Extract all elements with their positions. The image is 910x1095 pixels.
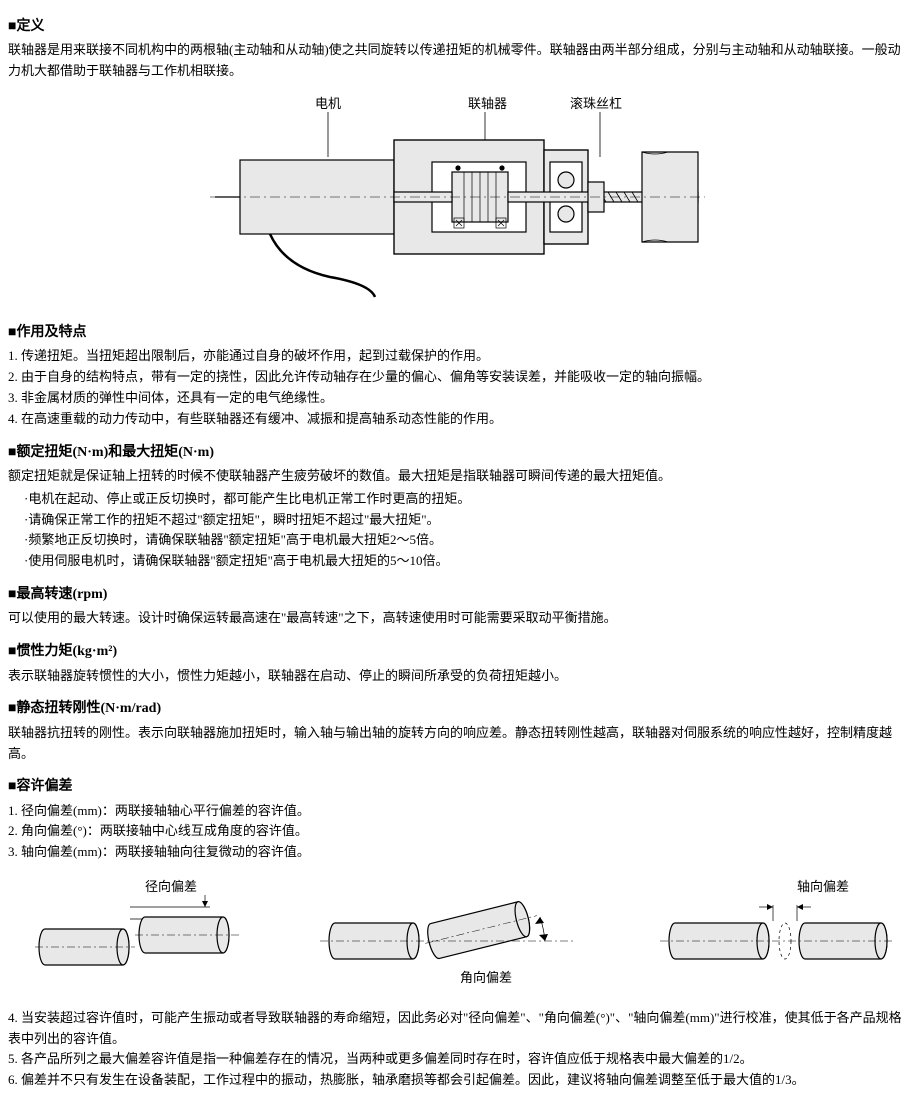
label-radial: 径向偏差 xyxy=(145,879,197,894)
features-item-2: 2. 由于自身的结构特点，带有一定的挠性，因此允许传动轴存在少量的偏心、偏角等安… xyxy=(8,367,902,388)
features-item-3: 3. 非金属材质的弹性中间体，还具有一定的电气绝缘性。 xyxy=(8,388,902,409)
label-angular: 角向偏差 xyxy=(460,970,512,985)
rigidity-text: 联轴器抗扭转的刚性。表示向联轴器施加扭矩时，输入轴与输出轴的旋转方向的响应差。静… xyxy=(8,723,902,765)
label-motor: 电机 xyxy=(315,96,341,111)
features-item-1: 1. 传递扭矩。当扭矩超出限制后，亦能通过自身的破坏作用，起到过载保护的作用。 xyxy=(8,346,902,367)
label-ballscrew: 滚珠丝杠 xyxy=(570,96,622,111)
section-header-features: 作用及特点 xyxy=(8,322,902,344)
label-axial: 轴向偏差 xyxy=(797,879,849,894)
deviation-item-2: 2. 角向偏差(°)：两联接轴中心线互成角度的容许值。 xyxy=(8,821,902,842)
section-header-speed: 最高转速(rpm) xyxy=(8,584,902,606)
section-header-torque: 额定扭矩(N·m)和最大扭矩(N·m) xyxy=(8,442,902,464)
section-header-deviation: 容许偏差 xyxy=(8,776,902,798)
section-header-inertia: 惯性力矩(kg·m²) xyxy=(8,641,902,663)
deviation-item-1: 1. 径向偏差(mm)：两联接轴轴心平行偏差的容许值。 xyxy=(8,801,902,822)
torque-bullet-1: ·电机在起动、停止或正反切换时，都可能产生比电机正常工作时更高的扭矩。 xyxy=(24,489,902,510)
deviation-note-5: 5. 各产品所列之最大偏差容许值是指一种偏差存在的情况，当两种或更多偏差同时存在… xyxy=(8,1049,902,1070)
features-item-4: 4. 在高速重载的动力传动中，有些联轴器还有缓冲、减振和提高轴系动态性能的作用。 xyxy=(8,409,902,430)
section-header-definition: 定义 xyxy=(8,16,902,38)
torque-bullet-4: ·使用伺服电机时，请确保联轴器"额定扭矩"高于电机最大扭矩的5～10倍。 xyxy=(24,551,902,572)
deviation-item-3: 3. 轴向偏差(mm)：两联接轴轴向往复微动的容许值。 xyxy=(8,842,902,863)
speed-text: 可以使用的最大转速。设计时确保运转最高速在"最高转速"之下，高转速使用时可能需要… xyxy=(8,608,902,629)
torque-bullet-2: ·请确保正常工作的扭矩不超过"额定扭矩"，瞬时扭矩不超过"最大扭矩"。 xyxy=(24,510,902,531)
torque-bullet-3: ·频繁地正反切换时，请确保联轴器"额定扭矩"高于电机最大扭矩2～5倍。 xyxy=(24,530,902,551)
inertia-text: 表示联轴器旋转惯性的大小，惯性力矩越小，联轴器在启动、停止的瞬间所承受的负荷扭矩… xyxy=(8,666,902,687)
section-header-rigidity: 静态扭转刚性(N·m/rad) xyxy=(8,698,902,720)
definition-text: 联轴器是用来联接不同机构中的两根轴(主动轴和从动轴)使之共同旋转以传递扭矩的机械… xyxy=(8,40,902,82)
coupling-diagram: 电机 联轴器 滚珠丝杠 xyxy=(8,92,902,302)
torque-intro: 额定扭矩就是保证轴上扭转的时候不使联轴器产生疲劳破坏的数值。最大扭矩是指联轴器可… xyxy=(8,466,902,487)
deviation-note-4: 4. 当安装超过容许值时，可能产生振动或者导致联轴器的寿命缩短，因此务必对"径向… xyxy=(8,1008,902,1050)
label-coupling: 联轴器 xyxy=(468,96,507,111)
deviation-note-6: 6. 偏差并不只有发生在设备装配，工作过程中的振动，热膨胀，轴承磨损等都会引起偏… xyxy=(8,1070,902,1091)
